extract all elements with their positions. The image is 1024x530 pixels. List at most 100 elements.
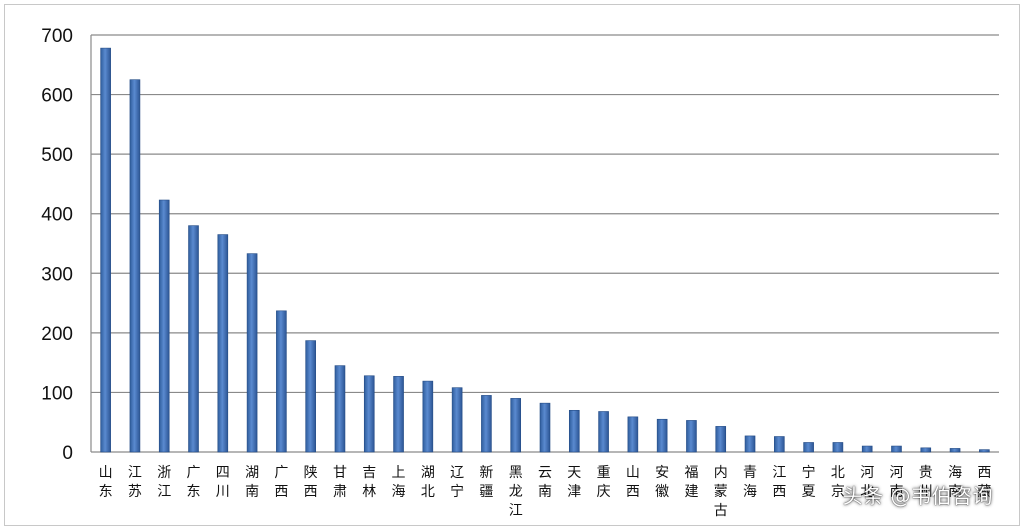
category-label: 徽 [655, 484, 669, 500]
category-label: 东 [187, 484, 201, 500]
category-label: 海 [743, 484, 757, 500]
category-label: 福 [684, 465, 698, 481]
category-label: 京 [831, 484, 845, 500]
category-label: 天 [567, 465, 581, 481]
category-label: 藏 [977, 484, 991, 500]
category-label: 宁 [802, 464, 816, 481]
category-label: 湖 [245, 465, 259, 481]
category-label: 北 [860, 484, 874, 500]
y-tick-label: 400 [41, 205, 73, 226]
bar [861, 445, 873, 453]
category-label: 西 [304, 484, 318, 500]
bar [510, 398, 522, 453]
y-tick-label: 0 [62, 443, 73, 464]
category-label: 山 [626, 465, 640, 481]
category-label: 陕 [304, 465, 318, 481]
bar [627, 416, 639, 453]
bar [656, 418, 668, 453]
bar [305, 340, 316, 453]
category-label: 庆 [597, 484, 611, 500]
category-label: 江 [509, 503, 523, 519]
category-label: 蒙 [714, 484, 728, 500]
bar [422, 380, 434, 453]
bar [715, 426, 727, 453]
bar [393, 376, 404, 453]
bar [979, 449, 990, 453]
y-tick-labels: 0 100 200 300 400 500 600 700 [41, 26, 73, 464]
bar [481, 395, 492, 453]
category-label: 江 [128, 465, 142, 481]
y-tick-label: 500 [41, 145, 73, 166]
bar [774, 436, 785, 453]
y-tick-label: 100 [41, 383, 73, 404]
category-label: 辽 [450, 465, 464, 481]
category-label: 西 [772, 484, 786, 500]
y-tick-label: 600 [41, 86, 73, 107]
bar [334, 365, 346, 453]
bar [217, 234, 229, 453]
category-label: 河 [889, 465, 903, 481]
category-label: 川 [216, 484, 230, 500]
bar [803, 442, 814, 453]
bar [598, 411, 609, 453]
category-label: 建 [684, 484, 698, 500]
category-label: 云 [538, 465, 552, 481]
category-label: 海 [948, 465, 962, 481]
category-label: 北 [421, 484, 435, 500]
category-label: 苏 [128, 484, 142, 500]
category-label: 内 [714, 465, 728, 481]
y-tick-label: 300 [41, 264, 73, 285]
bar [539, 402, 551, 453]
y-tick-label: 700 [41, 26, 73, 47]
category-label: 古 [714, 503, 728, 519]
category-label: 浙 [157, 465, 171, 481]
category-label: 青 [743, 465, 757, 481]
category-label: 广 [274, 465, 288, 481]
category-label: 西 [977, 465, 991, 481]
bar [100, 47, 111, 453]
category-label: 西 [274, 484, 288, 500]
bar [246, 253, 258, 453]
watermark: 头条 @韦伯咨询 [842, 484, 993, 508]
category-label: 东 [99, 484, 113, 500]
category-label: 贵 [919, 465, 933, 481]
bar [363, 375, 375, 453]
bar [129, 79, 141, 453]
chart-frame: 0 100 200 300 400 500 600 700 山东江苏浙江广东四川湖南广西陕西甘… [4, 4, 1020, 526]
category-label: 黑 [509, 465, 523, 481]
bar [920, 447, 932, 453]
category-label: 疆 [479, 484, 493, 500]
category-label: 州 [919, 484, 933, 500]
gridlines [91, 34, 999, 453]
category-label: 安 [655, 465, 669, 481]
y-tick-label: 200 [41, 324, 73, 345]
category-label: 北 [831, 465, 845, 481]
category-label: 江 [157, 484, 171, 500]
category-label: 南 [889, 484, 903, 500]
bar [686, 420, 697, 453]
bar [744, 435, 756, 453]
category-label: 宁 [450, 483, 464, 500]
bar [568, 409, 580, 453]
category-label: 河 [860, 465, 874, 481]
category-label: 西 [626, 484, 640, 500]
category-label: 南 [245, 484, 259, 500]
category-labels: 山东江苏浙江广东四川湖南广西陕西甘肃吉林上海湖北辽宁新疆黑龙江云南天津重庆山西安… [99, 464, 992, 519]
category-label: 夏 [802, 484, 816, 500]
category-label: 上 [392, 465, 406, 481]
bar [949, 448, 961, 453]
category-label: 甘 [333, 465, 347, 481]
category-label: 湖 [421, 465, 435, 481]
category-label: 重 [597, 465, 611, 481]
category-label: 江 [772, 465, 786, 481]
category-label: 吉 [362, 465, 376, 481]
bars [100, 47, 990, 453]
bar [891, 445, 902, 453]
category-label: 南 [538, 484, 552, 500]
category-label: 龙 [509, 484, 523, 500]
category-label: 肃 [333, 484, 347, 500]
category-label: 四 [216, 465, 230, 481]
bar [832, 442, 844, 453]
category-label: 海 [392, 484, 406, 500]
